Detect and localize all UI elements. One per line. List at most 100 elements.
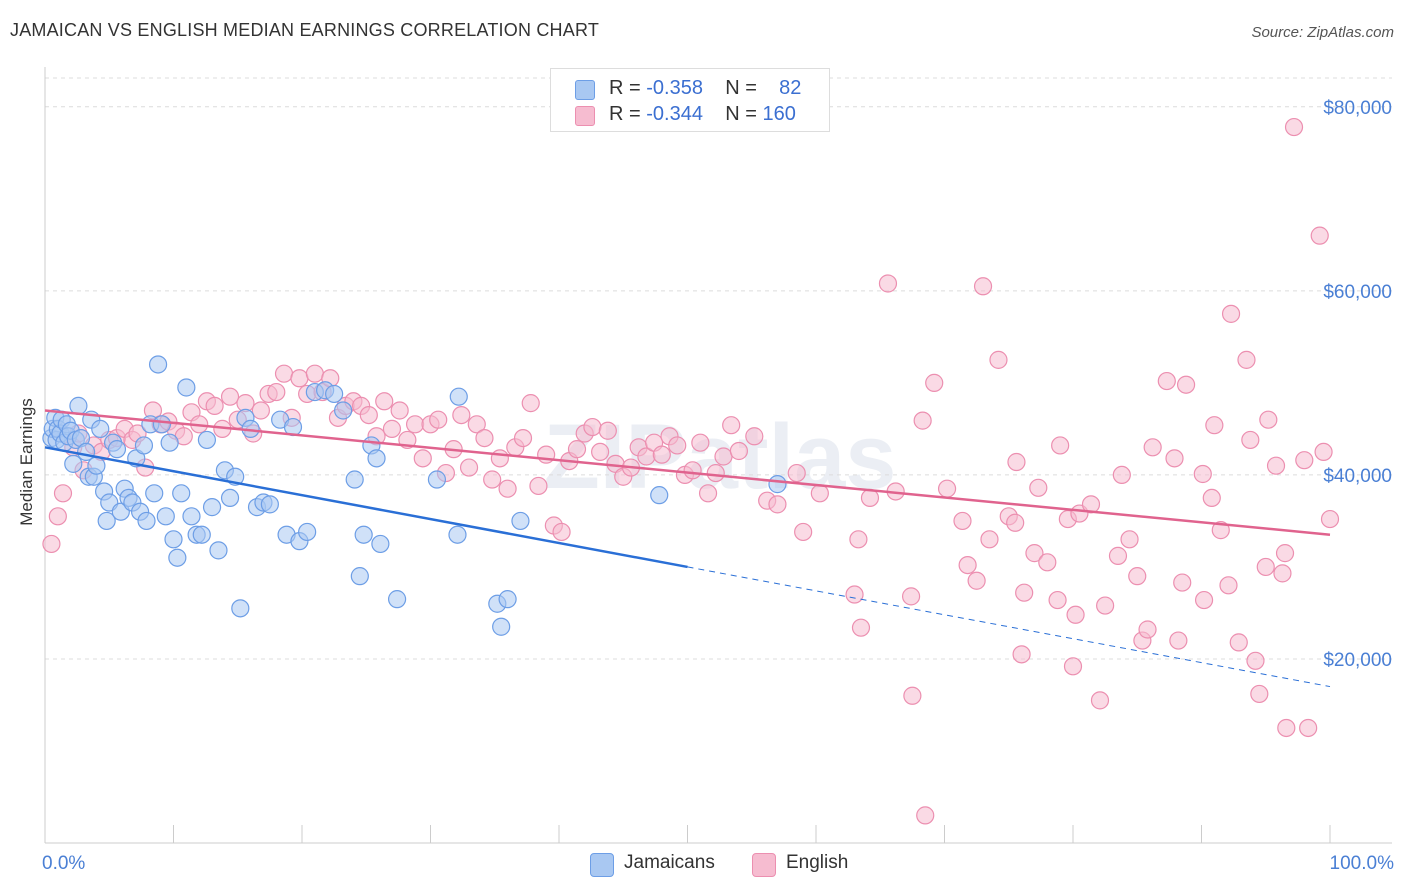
english-point — [1250, 684, 1269, 704]
english-point — [1029, 478, 1048, 497]
english-point — [1038, 553, 1057, 572]
source-label: Source: ZipAtlas.com — [1251, 24, 1394, 41]
english-point — [290, 369, 309, 388]
jamaicans-point — [325, 384, 344, 404]
jamaicans-point — [168, 548, 187, 567]
legend-label: English — [786, 852, 849, 873]
y-axis-label: Median Earnings — [17, 398, 36, 526]
r-label: R = — [609, 103, 641, 125]
english-point — [706, 463, 725, 483]
english-point — [1176, 375, 1196, 394]
english-point — [359, 405, 378, 425]
jamaicans-point — [137, 511, 156, 531]
jamaicans-point — [69, 396, 88, 415]
english-point — [459, 458, 479, 477]
english-point — [1284, 117, 1304, 137]
jamaicans-point — [298, 522, 317, 542]
trend-lines — [44, 409, 1331, 688]
english-point — [1320, 509, 1340, 529]
y-tick-label: $60,000 — [1323, 282, 1392, 303]
english-point — [1219, 576, 1238, 595]
english-point — [953, 511, 972, 531]
x-tick-label-max: 100.0% — [1330, 853, 1395, 874]
english-point — [1025, 544, 1044, 563]
english-point — [1138, 620, 1157, 639]
english-point — [205, 396, 224, 415]
jamaicans-point — [134, 436, 154, 455]
english-point — [849, 530, 868, 549]
english-point — [668, 436, 687, 455]
english-point — [1063, 657, 1083, 676]
english-point — [475, 428, 494, 448]
jamaicans-point — [511, 511, 530, 531]
english-point — [251, 401, 270, 420]
english-point — [1066, 605, 1085, 624]
english-point — [521, 394, 540, 413]
r-value: -0.344 — [646, 103, 703, 125]
english-point — [652, 445, 671, 464]
jamaicans-point — [354, 525, 373, 544]
english-point — [1015, 583, 1034, 602]
english-point — [980, 530, 999, 549]
english-point — [1241, 430, 1260, 450]
jamaicans-point — [260, 495, 279, 514]
jamaicans-point — [87, 456, 106, 475]
jamaicans-trend-line — [44, 446, 688, 569]
english-point — [1169, 631, 1188, 650]
jamaicans-point — [172, 484, 191, 503]
english-point — [1314, 442, 1333, 461]
jamaicans-point — [371, 534, 390, 554]
jamaicans-point — [156, 507, 175, 526]
jamaicans-point — [97, 511, 116, 531]
english-point — [1299, 718, 1318, 738]
english-point — [794, 522, 813, 542]
jamaicans-point — [220, 488, 240, 508]
english-point — [498, 479, 517, 498]
jamaicans-point — [164, 530, 183, 549]
english-point — [1275, 544, 1295, 563]
n-value: 160 — [762, 103, 796, 125]
english-swatch — [752, 853, 776, 877]
english-point — [42, 534, 61, 554]
english-point — [768, 495, 787, 514]
y-tick-labels: $20,000 $40,000 $60,000 $80,000 — [1323, 98, 1392, 671]
english-point — [1173, 573, 1192, 592]
english-point — [1051, 436, 1070, 455]
english-point — [1202, 488, 1221, 508]
jamaicans-point — [345, 470, 364, 489]
english-point — [591, 442, 610, 461]
jamaicans-point — [492, 617, 511, 636]
english-trend-line — [44, 409, 1331, 536]
english-point — [1096, 596, 1115, 615]
jamaicans-point — [367, 449, 386, 468]
english-point — [274, 364, 294, 383]
english-point — [845, 585, 864, 604]
english-point — [490, 449, 509, 468]
jamaicans-point — [197, 430, 217, 450]
english-point — [691, 433, 710, 452]
y-tick-label: $40,000 — [1323, 466, 1392, 487]
english-point — [1120, 530, 1139, 549]
english-point — [305, 364, 324, 383]
english-point — [48, 507, 67, 526]
gridlines — [45, 77, 1392, 660]
jamaicans-point — [650, 486, 669, 505]
x-tick-label-min: 0.0% — [42, 853, 85, 874]
legend-label: Jamaicans — [624, 852, 715, 873]
english-point — [851, 618, 871, 637]
english-point — [552, 522, 571, 542]
n-value: 82 — [779, 77, 802, 99]
r-value: -0.358 — [646, 77, 703, 99]
english-point — [1108, 546, 1128, 565]
jamaicans-swatch — [590, 853, 614, 877]
english-point — [1194, 590, 1214, 610]
english-point — [937, 479, 957, 498]
english-point — [1237, 350, 1256, 369]
english-point — [583, 417, 602, 437]
english-point — [390, 401, 409, 420]
english-point — [722, 416, 741, 435]
jamaicans-point — [498, 590, 517, 609]
english-point — [1221, 304, 1241, 323]
n-label: N = — [725, 103, 757, 125]
english-point — [382, 419, 402, 438]
